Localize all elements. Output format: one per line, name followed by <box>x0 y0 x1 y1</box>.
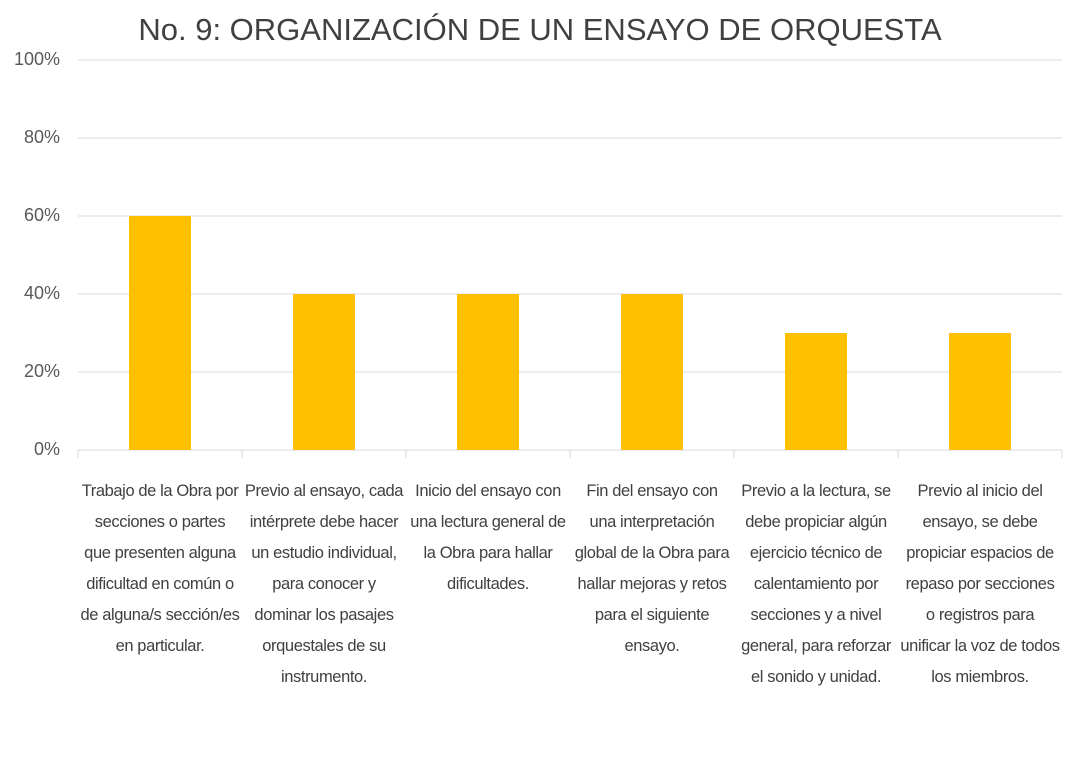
bar <box>621 294 683 450</box>
bar <box>293 294 355 450</box>
x-tick-label: Previo al ensayo, cada intérprete debe h… <box>244 482 404 686</box>
x-tick-label: Fin del ensayo con una interpretación gl… <box>574 482 730 655</box>
y-tick-label: 80% <box>24 127 60 147</box>
y-tick-label: 100% <box>14 49 60 69</box>
y-tick-label: 60% <box>24 205 60 225</box>
bar <box>457 294 519 450</box>
y-tick-label: 40% <box>24 283 60 303</box>
x-tick-label: Previo al inicio del ensayo, se debe pro… <box>900 482 1060 686</box>
x-tick-label: Previo a la lectura, se debe propiciar a… <box>741 482 891 686</box>
x-tick-label: Trabajo de la Obra por secciones o parte… <box>80 482 240 655</box>
y-tick-label: 20% <box>24 361 60 381</box>
bar <box>949 333 1011 450</box>
bar <box>129 216 191 450</box>
bar <box>785 333 847 450</box>
x-tick-label: Inicio del ensayo con una lectura genera… <box>410 482 566 593</box>
chart-title: No. 9: ORGANIZACIÓN DE UN ENSAYO DE ORQU… <box>138 12 942 47</box>
y-tick-label: 0% <box>34 439 60 459</box>
